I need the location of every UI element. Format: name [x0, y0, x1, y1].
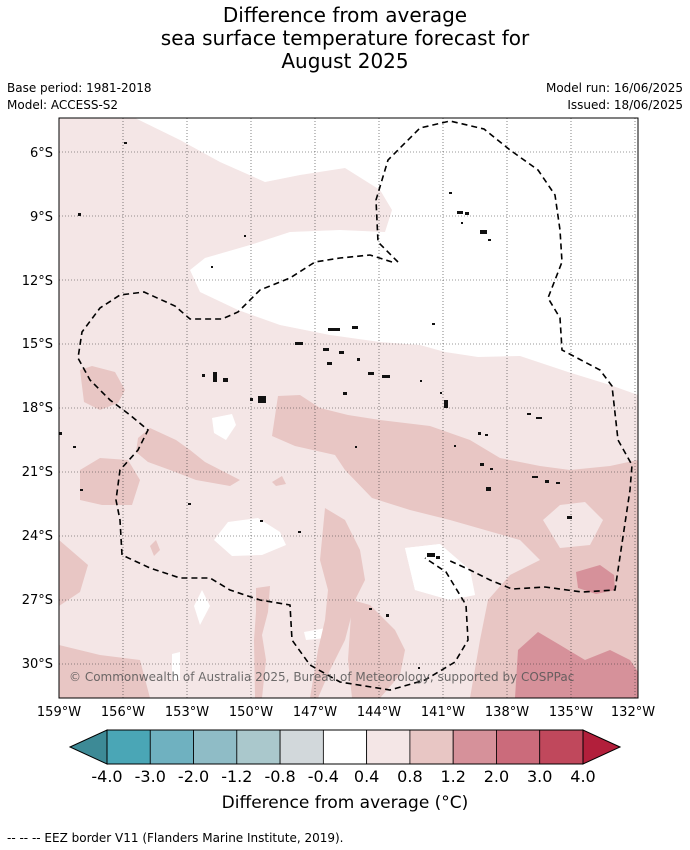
axis-labels: 6°S 9°S 12°S 15°S 18°S 21°S 24°S 27°S 30… — [22, 146, 656, 720]
anomaly-fill-0.8 — [80, 458, 140, 505]
lon-label-159w: 159°W — [37, 705, 81, 720]
colorbar-tick-label: 0.4 — [354, 767, 379, 786]
colorbar-swatch — [193, 729, 238, 765]
islands — [59, 142, 572, 669]
colorbar-swatch — [236, 729, 281, 765]
lat-label-18s: 18°S — [22, 401, 53, 416]
neutral-patch — [194, 590, 210, 625]
graticule — [59, 118, 638, 698]
anomaly-fill-0.8 — [310, 508, 365, 698]
anomaly-fill-0.8 — [272, 476, 286, 486]
anomaly-fill-0.8 — [254, 586, 270, 698]
map-frame — [58, 117, 639, 699]
eez-border-lines — [77, 120, 633, 691]
lon-label-132w: 132°W — [611, 705, 655, 720]
colorbar-swatch — [452, 729, 497, 765]
base-period: Base period: 1981-2018 — [7, 81, 152, 95]
colorbar-swatch — [322, 729, 368, 765]
colorbar-tick-label: 4.0 — [570, 767, 595, 786]
model-name: Model: ACCESS-S2 — [7, 98, 119, 112]
title-line-3: August 2025 — [281, 49, 409, 73]
anomaly-fill-0.8 — [150, 540, 160, 556]
copyright-notice: © Commonwealth of Australia 2025, Bureau… — [69, 670, 574, 684]
colorbar-tick-label: -1.2 — [221, 767, 252, 786]
anomaly-fill-0.8 — [59, 540, 88, 606]
colorbar: -4.0 -3.0 -2.0 -1.2 -0.8 -0.4 0.4 0.8 1.2 2.0 3.0 4… — [68, 729, 622, 786]
map-title: Difference from average sea surface temp… — [0, 4, 690, 73]
colorbar-arrow-low — [68, 729, 108, 765]
colorbar-frame — [106, 729, 584, 765]
lat-label-30s: 30°S — [22, 657, 53, 672]
colorbar-swatch — [366, 729, 411, 765]
lat-label-9s: 9°S — [30, 210, 53, 225]
colorbar-tick-label: -2.0 — [178, 767, 209, 786]
eez-legend-note: -- -- -- EEZ border V11 (Flanders Marine… — [7, 831, 344, 845]
lon-label-141w: 141°W — [421, 705, 465, 720]
lat-label-15s: 15°S — [22, 337, 53, 352]
lon-label-150w: 150°W — [229, 705, 273, 720]
anomaly-fill-0.8 — [136, 428, 240, 486]
anomaly-fill-base-patch — [543, 502, 603, 548]
colorbar-tick-label: -4.0 — [91, 767, 122, 786]
anomaly-fill-0.8 — [272, 395, 638, 698]
title-line-2: sea surface temperature forecast for — [160, 26, 530, 50]
title-line-1: Difference from average — [222, 3, 468, 27]
map-area: © Commonwealth of Australia 2025, Bureau… — [59, 118, 638, 698]
neutral-patch — [405, 544, 475, 600]
lon-label-153w: 153°W — [165, 705, 209, 720]
colorbar-title: Difference from average (°C) — [221, 793, 469, 813]
colorbar-tick-label: 2.0 — [484, 767, 509, 786]
lon-label-138w: 138°W — [485, 705, 529, 720]
colorbar-arrow-high — [582, 729, 622, 765]
neutral-patch — [212, 414, 236, 440]
colorbar-swatch — [149, 729, 194, 765]
lat-label-24s: 24°S — [22, 529, 53, 544]
anomaly-fill-1.2 — [515, 632, 638, 698]
anomaly-fill-1.2 — [576, 565, 615, 594]
lon-label-156w: 156°W — [101, 705, 145, 720]
colorbar-tick-label: 0.8 — [397, 767, 422, 786]
colorbar-tick-label: -0.8 — [264, 767, 295, 786]
meta-left: Base period: 1981-2018 Model: ACCESS-S2 — [7, 80, 152, 114]
issued-date: Issued: 18/06/2025 — [567, 98, 683, 112]
lon-label-135w: 135°W — [549, 705, 593, 720]
meta-right: Model run: 16/06/2025 Issued: 18/06/2025 — [546, 80, 683, 114]
lat-label-27s: 27°S — [22, 593, 53, 608]
colorbar-tick-label: 3.0 — [527, 767, 552, 786]
colorbar-swatch — [409, 729, 454, 765]
neutral-patch — [214, 518, 286, 556]
anomaly-fill-0.8 — [59, 645, 150, 698]
colorbar-tick-label: 1.2 — [440, 767, 465, 786]
lat-label-6s: 6°S — [30, 146, 53, 161]
lon-label-147w: 147°W — [293, 705, 337, 720]
colorbar-swatch — [496, 729, 541, 765]
neutral-patch — [172, 652, 180, 680]
colorbar-tick-label: -3.0 — [135, 767, 166, 786]
anomaly-fill-0.8 — [348, 600, 405, 698]
colorbar-swatch — [106, 729, 151, 765]
model-run: Model run: 16/06/2025 — [545, 81, 683, 95]
colorbar-swatch — [279, 729, 324, 765]
anomaly-fill-0.8 — [80, 366, 125, 410]
lat-label-21s: 21°S — [22, 465, 53, 480]
lat-label-12s: 12°S — [22, 274, 53, 289]
colorbar-tick-label: -0.4 — [308, 767, 339, 786]
colorbar-swatch — [539, 729, 584, 765]
lon-label-144w: 144°W — [357, 705, 401, 720]
